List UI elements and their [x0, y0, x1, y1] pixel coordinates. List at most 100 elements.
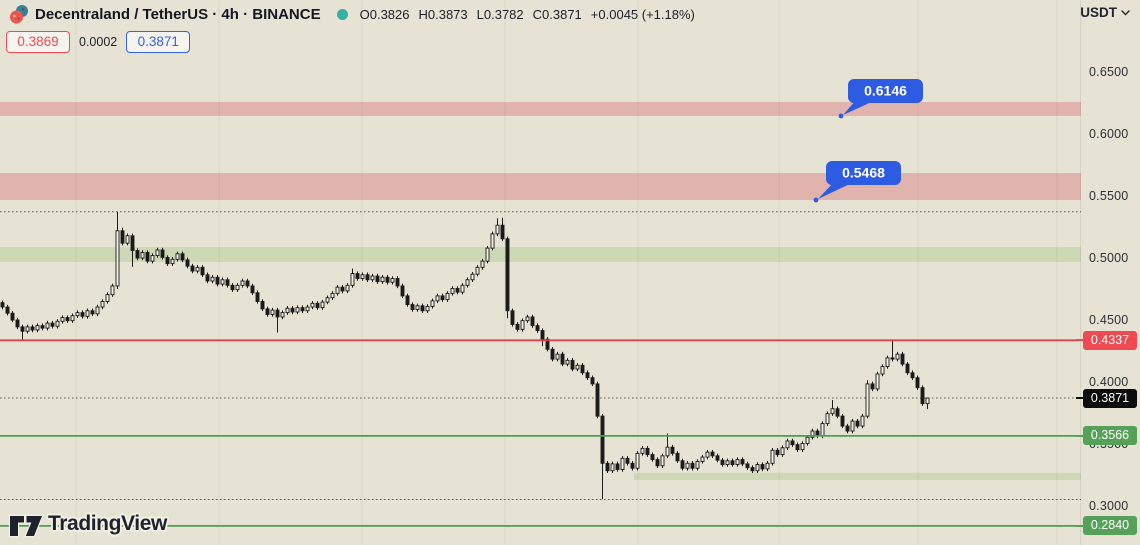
candle-up [610, 463, 615, 472]
tradingview-mark-icon [8, 514, 44, 538]
candle-up [755, 464, 760, 472]
candle-up [450, 287, 455, 294]
candle-up [525, 316, 530, 322]
candle-down [315, 302, 320, 309]
candle-up [45, 322, 50, 329]
candle-down [560, 353, 565, 365]
candle-up [170, 258, 175, 265]
candle-up [485, 247, 490, 262]
candle-up [195, 266, 200, 272]
candle-up [770, 449, 775, 464]
resistance-zone-2[interactable] [0, 173, 1081, 201]
candle-up [270, 309, 275, 315]
candle-down [690, 462, 695, 469]
sell-price-button[interactable]: 0.3869 [6, 31, 70, 53]
candle-down [625, 457, 630, 464]
candle-up [885, 357, 890, 368]
candle-up [725, 460, 730, 465]
price-tick-label: 0.6500 [1089, 64, 1129, 79]
candle-up [350, 273, 355, 286]
candle-down [120, 230, 125, 244]
candle-down [910, 372, 915, 379]
candle-up [310, 302, 315, 308]
symbol-logo-icon [10, 5, 28, 24]
candle-down [505, 238, 510, 312]
candle-down [245, 280, 250, 287]
candle-up [735, 459, 740, 465]
chip-notch [1076, 339, 1083, 342]
candle-up [285, 307, 290, 314]
candle-up [660, 455, 665, 467]
callout-tail [843, 100, 876, 115]
candle-up [765, 462, 770, 470]
price-level-chip: 0.3871 [1076, 388, 1137, 408]
price-callout[interactable]: 0.5468 [813, 161, 901, 203]
candle-down [890, 357, 895, 360]
candle-up [925, 397, 930, 405]
resistance-zone-1[interactable] [0, 102, 1081, 116]
callout-box [826, 161, 901, 185]
chart-legend: Decentraland / TetherUS · 4h · BINANCE O… [6, 3, 695, 53]
candle-down [680, 460, 685, 469]
candle-down [205, 274, 210, 282]
candle-down [720, 459, 725, 465]
candle-up [360, 274, 365, 279]
candle-up [380, 276, 385, 283]
currency-selector[interactable]: USDT [1080, 5, 1130, 20]
candle-down [550, 348, 555, 360]
candle-down [275, 309, 280, 318]
support-zone-1[interactable] [0, 247, 1081, 263]
price-tick-label: 0.5500 [1089, 188, 1129, 203]
candle-up [95, 306, 100, 315]
candle-up [280, 312, 285, 318]
candlestick-chart[interactable]: 0.6146 0.5468 [0, 0, 1081, 545]
candle-down [905, 363, 910, 374]
candle-down [900, 353, 905, 365]
candle-up [345, 284, 350, 292]
candle-up [695, 460, 700, 469]
candle-down [225, 279, 230, 286]
support-zone-2[interactable] [634, 472, 1081, 481]
candle-down [130, 235, 135, 252]
candle-up [70, 315, 75, 322]
price-level-chip: 0.2840 [1076, 516, 1137, 536]
price-axis[interactable]: 0.6500 0.6000 0.5500 0.5000 0.4500 0.4000 0.35… [1076, 0, 1140, 545]
callout-anchor-dot[interactable] [813, 197, 819, 203]
candle-up [370, 275, 375, 281]
candle-down [730, 460, 735, 465]
candle-down [200, 266, 205, 276]
chip-price-label: 0.4337 [1090, 332, 1130, 347]
candle-down [355, 273, 360, 279]
candle-down [510, 310, 515, 325]
candle-up [335, 286, 340, 294]
price-callout[interactable]: 0.6146 [838, 79, 923, 119]
candle-down [365, 274, 370, 281]
candle-up [705, 451, 710, 458]
candle-up [830, 408, 835, 415]
candle-up [475, 266, 480, 275]
buy-price-button[interactable]: 0.3871 [126, 31, 191, 53]
callout-anchor-dot[interactable] [838, 113, 844, 119]
candle-up [155, 249, 160, 257]
symbol-title[interactable]: Decentraland / TetherUS · 4h · BINANCE [35, 5, 321, 23]
candle-down [400, 285, 405, 297]
candle-down [630, 462, 635, 469]
candle-down [570, 359, 575, 370]
candle-up [325, 297, 330, 303]
candle-down [160, 249, 165, 258]
candle-up [575, 364, 580, 370]
chip-notch [1076, 524, 1083, 527]
candle-down [795, 444, 800, 451]
candle-down [615, 463, 620, 470]
tradingview-logo[interactable]: TradingView [8, 510, 167, 538]
candle-down [840, 415, 845, 427]
candle-down [165, 256, 170, 265]
candle-down [585, 372, 590, 379]
candle-up [470, 273, 475, 281]
candle-down [420, 305, 425, 312]
candle-down [655, 459, 660, 467]
candle-down [385, 276, 390, 283]
candle-up [60, 317, 65, 322]
ohlc-change: +0.0045 (+1.18%) [590, 6, 695, 22]
candle-down [10, 312, 15, 321]
